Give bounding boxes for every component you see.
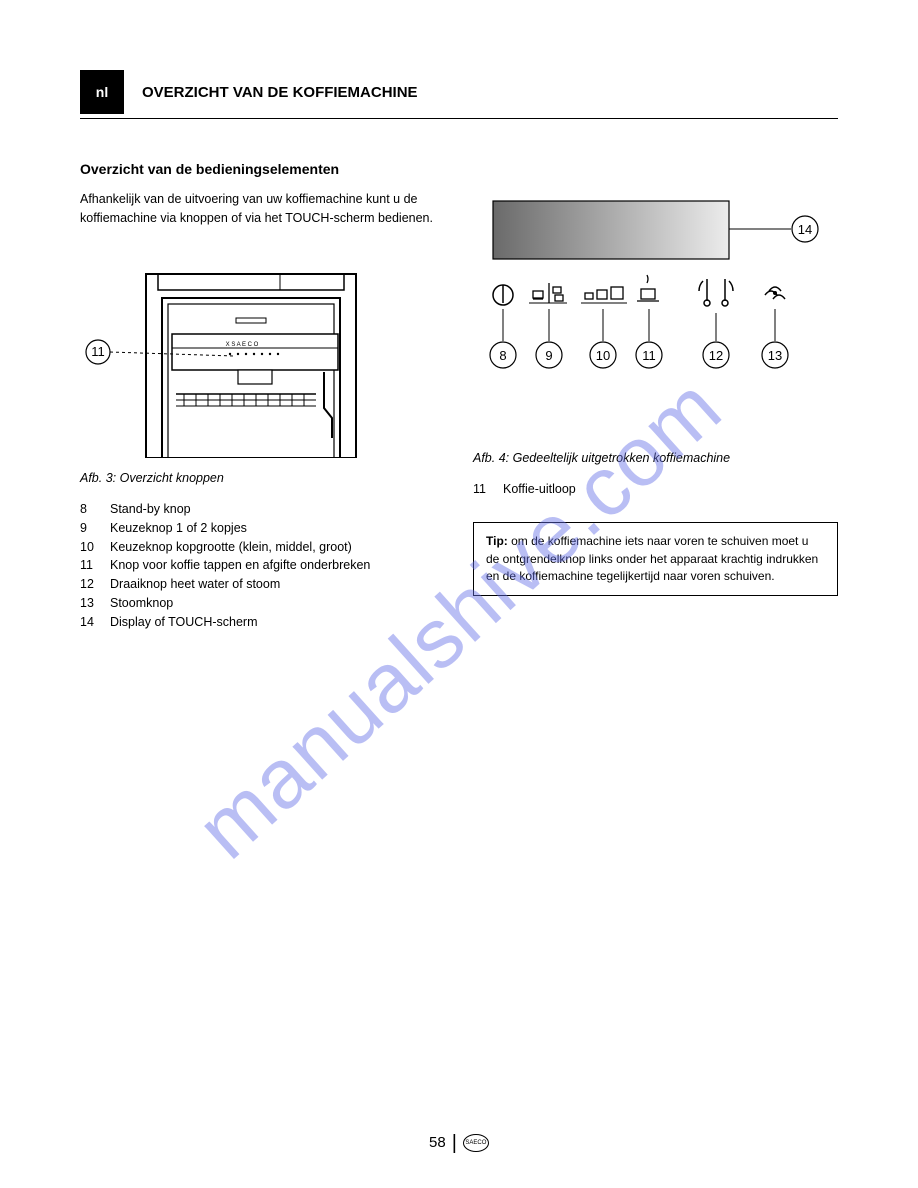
part-row: 11 Koffie-uitloop — [473, 480, 838, 499]
fig4-title: Gedeeltelijk uitgetrokken koffiemachine — [513, 451, 730, 465]
svg-text:8: 8 — [499, 348, 506, 363]
part-text: Stand-by knop — [110, 500, 445, 519]
footer: 58 | SAECO — [0, 1134, 918, 1153]
brand-ellipse: SAECO — [463, 1134, 489, 1152]
part-text: Draaiknop heet water of stoom — [110, 575, 445, 594]
header-divider — [80, 118, 838, 119]
part-num: 12 — [80, 575, 110, 594]
control-panel-illustration: 14 — [473, 195, 833, 395]
svg-text:X S A E C O: X S A E C O — [226, 342, 259, 348]
part-row: 12Draaiknop heet water of stoom — [80, 575, 445, 594]
machine-illustration: X S A E C O — [80, 268, 390, 458]
part-row: 13Stoomknop — [80, 594, 445, 613]
section-title: OVERZICHT VAN DE KOFFIEMACHINE — [142, 84, 418, 101]
tip-body: om de koffiemachine iets naar voren te s… — [486, 534, 818, 583]
svg-text:11: 11 — [642, 348, 656, 363]
figure3-caption: Afb. 3: Overzicht knoppen — [80, 469, 445, 488]
figure4-caption: Afb. 4: Gedeeltelijk uitgetrokken koffie… — [473, 449, 838, 468]
page-number: 58 — [429, 1134, 446, 1151]
part-num: 9 — [80, 519, 110, 538]
part-num: 14 — [80, 613, 110, 632]
part-row: 9Keuzeknop 1 of 2 kopjes — [80, 519, 445, 538]
intro-paragraph: Afhankelijk van de uitvoering van uw kof… — [80, 190, 445, 228]
left-column: Overzicht van de bedieningselementen Afh… — [80, 145, 445, 631]
svg-text:12: 12 — [709, 348, 723, 363]
part-num: 11 — [80, 556, 110, 575]
svg-text:9: 9 — [545, 348, 552, 363]
part-text: Display of TOUCH-scherm — [110, 613, 445, 632]
header-row: nl OVERZICHT VAN DE KOFFIEMACHINE — [80, 70, 838, 114]
part-row: 11Knop voor koffie tappen en afgifte ond… — [80, 556, 445, 575]
part-row: 8Stand-by knop — [80, 500, 445, 519]
part-text: Keuzeknop kopgrootte (klein, middel, gro… — [110, 538, 445, 557]
control-panel-figure: 14 — [473, 195, 838, 401]
part-text: Keuzeknop 1 of 2 kopjes — [110, 519, 445, 538]
tip-head: Tip: — [486, 534, 511, 548]
parts-list: 8Stand-by knop 9Keuzeknop 1 of 2 kopjes … — [80, 500, 445, 631]
page: nl OVERZICHT VAN DE KOFFIEMACHINE Overzi… — [0, 0, 918, 1188]
svg-text:14: 14 — [798, 222, 812, 237]
part-text: Stoomknop — [110, 594, 445, 613]
machine-figure: X S A E C O — [80, 268, 445, 464]
part-num: 13 — [80, 594, 110, 613]
svg-text:11: 11 — [91, 344, 105, 359]
part-num: 11 — [473, 480, 503, 499]
fig3-title: Overzicht knoppen — [120, 471, 224, 485]
svg-text:13: 13 — [768, 348, 782, 363]
fig4-ref: Afb. 4: — [473, 451, 513, 465]
fig3-ref: Afb. 3: — [80, 471, 120, 485]
part-text: Koffie-uitloop — [503, 480, 838, 499]
part-text: Knop voor koffie tappen en afgifte onder… — [110, 556, 445, 575]
right-column: 14 — [473, 145, 838, 631]
part-num: 10 — [80, 538, 110, 557]
part-row: 14Display of TOUCH-scherm — [80, 613, 445, 632]
language-badge: nl — [80, 70, 124, 114]
part-num: 8 — [80, 500, 110, 519]
content-columns: Overzicht van de bedieningselementen Afh… — [80, 145, 838, 631]
tip-box: Tip: om de koffiemachine iets naar voren… — [473, 522, 838, 596]
part-row: 10Keuzeknop kopgrootte (klein, middel, g… — [80, 538, 445, 557]
left-subtitle: Overzicht van de bedieningselementen — [80, 159, 445, 180]
svg-text:10: 10 — [596, 348, 610, 363]
